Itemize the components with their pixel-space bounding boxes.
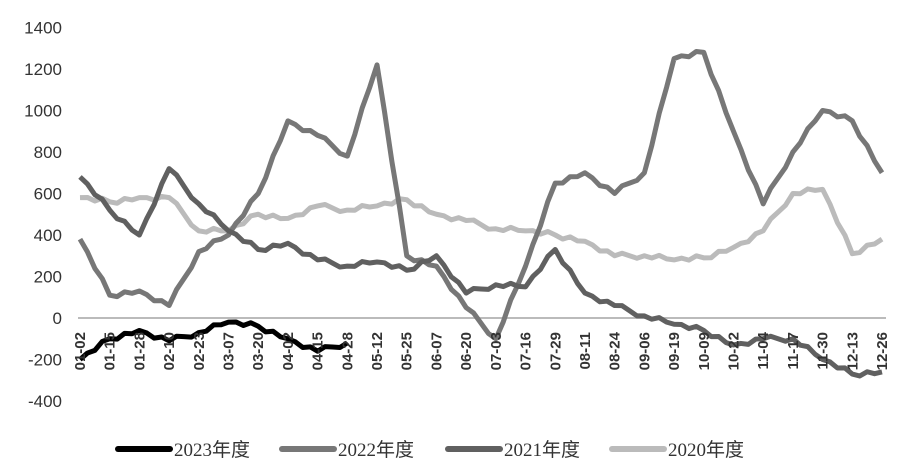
x-tick-label: 08-11 [577, 332, 594, 370]
x-tick-label: 07-16 [518, 332, 535, 370]
y-tick-label: -400 [28, 392, 62, 411]
x-tick-label: 05-12 [369, 332, 386, 370]
x-tick-label: 07-03 [488, 332, 505, 370]
y-tick-label: 1400 [24, 19, 62, 38]
y-tick-label: 400 [34, 226, 62, 245]
y-tick-label: 200 [34, 268, 62, 287]
legend-label: 2022年度 [338, 439, 414, 461]
legend-label: 2023年度 [174, 439, 250, 461]
x-tick-label: 12-13 [844, 332, 861, 370]
x-tick-label: 04-28 [339, 332, 356, 370]
x-tick-label: 06-20 [458, 332, 475, 370]
x-tick-label: 04-15 [310, 332, 327, 370]
x-tick-label: 02-10 [161, 332, 178, 370]
x-tick-label: 11-30 [815, 332, 832, 370]
x-tick-label: 10-22 [725, 332, 742, 370]
x-tick-label: 06-07 [428, 332, 445, 370]
x-tick-label: 07-29 [547, 332, 564, 370]
y-tick-label: 0 [53, 309, 62, 328]
x-tick-label: 09-19 [666, 332, 683, 370]
series-group [77, 48, 885, 379]
legend: 2023年度 2022年度 2021年度 2020年度 [115, 439, 744, 461]
x-tick-label: 11-04 [755, 331, 772, 369]
y-tick-label: 800 [34, 143, 62, 162]
x-tick-label: 05-25 [399, 332, 416, 370]
x-tick-label: 11-17 [785, 332, 802, 370]
x-tick-label: 01-28 [131, 332, 148, 370]
y-tick-label: 1200 [24, 60, 62, 79]
x-tick-label: 01-02 [72, 332, 89, 370]
series-line-2022 [77, 48, 885, 342]
legend-label: 2021年度 [504, 439, 580, 461]
x-tick-label: 10-09 [696, 332, 713, 370]
x-axis: 01-02 01-15 01-28 02-10 02-23 03-07 03-20 04-02… [72, 331, 891, 370]
y-tick-label: -200 [28, 351, 62, 370]
y-axis: 1400 1200 1000 800 600 400 200 0 -200 -400 [24, 19, 62, 412]
y-tick-label: 1000 [24, 102, 62, 121]
series-line-2021 [78, 166, 883, 379]
legend-label: 2020年度 [668, 439, 744, 461]
y-tick-label: 600 [34, 185, 62, 204]
x-tick-label: 09-06 [636, 332, 653, 370]
x-tick-label: 03-07 [221, 332, 238, 370]
x-tick-label: 12-26 [874, 332, 891, 370]
x-tick-label: 03-20 [250, 332, 267, 370]
x-tick-label: 08-24 [607, 331, 624, 370]
series-line-2020 [79, 186, 884, 263]
x-tick-label: 01-15 [102, 332, 119, 370]
x-tick-label: 02-23 [191, 332, 208, 370]
series-line-2023 [78, 319, 349, 362]
x-tick-label: 04-02 [280, 332, 297, 370]
